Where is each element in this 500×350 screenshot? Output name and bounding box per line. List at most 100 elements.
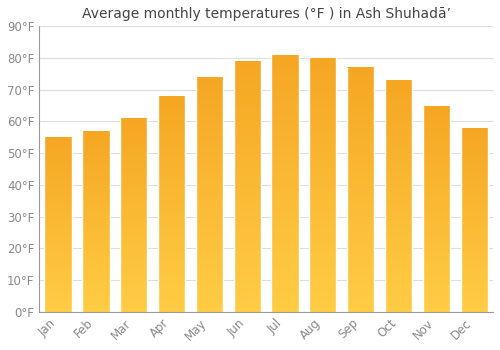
Bar <box>120 153 148 155</box>
Bar <box>158 109 185 111</box>
Bar <box>158 210 185 212</box>
Bar <box>120 194 148 196</box>
Bar <box>120 240 148 242</box>
Bar <box>347 175 374 177</box>
Bar <box>309 215 336 218</box>
Bar <box>82 134 110 136</box>
Bar <box>272 266 298 268</box>
Bar <box>347 302 374 304</box>
Bar <box>309 299 336 302</box>
Bar <box>309 286 336 289</box>
Bar <box>272 188 298 191</box>
Bar <box>422 186 450 188</box>
Bar <box>44 266 72 268</box>
Bar <box>460 244 488 246</box>
Bar <box>120 192 148 194</box>
Bar <box>272 168 298 170</box>
Bar <box>44 148 72 149</box>
Bar <box>234 169 261 171</box>
Bar <box>385 254 412 256</box>
Bar <box>234 121 261 124</box>
Bar <box>158 294 185 297</box>
Bar <box>385 129 412 131</box>
Bar <box>460 207 488 209</box>
Bar <box>196 309 223 312</box>
Bar <box>460 174 488 176</box>
Bar <box>158 268 185 271</box>
Bar <box>460 253 488 255</box>
Bar <box>272 211 298 214</box>
Bar <box>309 281 336 284</box>
Bar <box>44 233 72 235</box>
Bar <box>309 223 336 225</box>
Bar <box>196 138 223 140</box>
Bar <box>44 200 72 202</box>
Bar <box>158 98 185 100</box>
Bar <box>309 261 336 264</box>
Bar <box>460 220 488 222</box>
Bar <box>158 279 185 281</box>
Bar <box>422 141 450 143</box>
Bar <box>196 272 223 274</box>
Bar <box>422 161 450 163</box>
Bar <box>44 259 72 261</box>
Bar <box>234 179 261 181</box>
Bar <box>120 221 148 223</box>
Bar <box>309 200 336 203</box>
Bar <box>44 144 72 146</box>
Bar <box>44 191 72 193</box>
Bar <box>44 224 72 226</box>
Bar <box>158 247 185 249</box>
Bar <box>234 69 261 71</box>
Bar <box>347 187 374 190</box>
Bar <box>272 155 298 158</box>
Bar <box>309 63 336 65</box>
Bar <box>120 170 148 173</box>
Bar <box>460 163 488 164</box>
Bar <box>347 80 374 82</box>
Bar <box>196 98 223 100</box>
Bar <box>120 244 148 246</box>
Bar <box>44 254 72 256</box>
Bar <box>347 82 374 85</box>
Bar <box>385 205 412 208</box>
Bar <box>158 165 185 167</box>
Bar <box>120 118 148 120</box>
Bar <box>385 217 412 219</box>
Bar <box>44 287 72 289</box>
Bar <box>385 92 412 94</box>
Bar <box>272 206 298 209</box>
Bar <box>82 290 110 292</box>
Bar <box>158 144 185 146</box>
Bar <box>120 145 148 147</box>
Bar <box>120 178 148 180</box>
Bar <box>234 302 261 304</box>
Bar <box>272 230 298 232</box>
Bar <box>82 241 110 243</box>
Bar <box>460 192 488 194</box>
Bar <box>385 270 412 272</box>
Bar <box>158 180 185 182</box>
Bar <box>120 138 148 140</box>
Bar <box>82 173 110 174</box>
Bar <box>272 227 298 230</box>
Bar <box>82 209 110 210</box>
Bar <box>385 203 412 205</box>
Bar <box>120 159 148 161</box>
Bar <box>347 146 374 148</box>
Bar <box>196 129 223 131</box>
Bar <box>196 218 223 220</box>
Bar <box>120 197 148 199</box>
Bar <box>309 175 336 177</box>
Bar <box>82 169 110 171</box>
Bar <box>385 305 412 307</box>
Bar <box>44 195 72 197</box>
Bar <box>196 176 223 178</box>
Bar <box>385 126 412 129</box>
Bar <box>309 104 336 106</box>
Bar <box>158 243 185 245</box>
Bar <box>422 306 450 308</box>
Bar <box>309 271 336 274</box>
Bar <box>422 126 450 128</box>
Bar <box>196 183 223 185</box>
